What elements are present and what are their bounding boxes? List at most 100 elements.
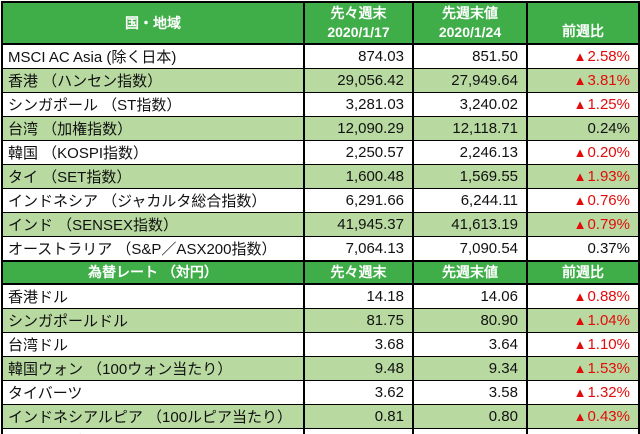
wow-change-value: ▲0.88%: [526, 283, 640, 309]
prev-week-value: 81.75: [303, 308, 414, 333]
last-week-value: 2,246.13: [412, 140, 528, 165]
prev-week-header: 先々週末 2020/1/17: [303, 1, 414, 45]
row-label: シンガポール （ST指数）: [1, 92, 305, 117]
change-percent-text: 0.88%: [587, 288, 630, 305]
last-week-value: 0.80: [412, 404, 528, 429]
down-triangle-icon: ▲: [573, 97, 587, 112]
prev-week-value: 3,281.03: [303, 92, 414, 117]
last-week-value: 6,244.11: [412, 188, 528, 213]
down-triangle-icon: ▲: [573, 49, 587, 64]
change-percent-text: 1.10%: [587, 336, 630, 353]
wow-change-value: ▲1.53%: [526, 356, 640, 381]
prev-week-value: 874.03: [303, 43, 414, 69]
last-week-value: 27,949.64: [412, 68, 528, 93]
last-week-value: 41,613.19: [412, 212, 528, 237]
row-label: 韓国 （KOSPI指数）: [1, 140, 305, 165]
wow-change-value: ▲0.20%: [526, 140, 640, 165]
row-label: 香港 （ハンセン指数）: [1, 68, 305, 93]
row-label: オーストラリア （S&P／ASX200指数）: [1, 236, 305, 262]
change-percent-text: 1.93%: [587, 168, 630, 185]
down-triangle-icon: ▲: [573, 409, 587, 424]
table-row: タイバーツ 3.62 3.58 ▲1.32%: [1, 380, 640, 405]
last-week-value: 1,569.55: [412, 164, 528, 189]
last-week-value: 14.06: [412, 283, 528, 309]
last-week-label: 先週末値: [442, 264, 498, 280]
down-triangle-icon: ▲: [573, 361, 587, 376]
wow-change-value: ▲1.10%: [526, 332, 640, 357]
section-title: 国・地域: [1, 1, 305, 45]
change-percent-text: 0.43%: [587, 408, 630, 425]
wow-change-header: 前週比: [526, 1, 640, 45]
wow-change-value: 0.24%: [526, 116, 640, 141]
prev-week-value: 3.62: [303, 380, 414, 405]
section-title: 為替レート （対円）: [1, 260, 305, 285]
last-week-value: 3.58: [412, 380, 528, 405]
table-row: インドネシアルピア （100ルピア当たり） 0.81 0.80 ▲0.43%: [1, 404, 640, 429]
last-week-value: 9.34: [412, 356, 528, 381]
change-percent-text: 0.79%: [587, 216, 630, 233]
row-label: インド （SENSEX指数）: [1, 212, 305, 237]
wow-change-label: 前週比: [562, 23, 604, 39]
wow-change-header: 前週比: [526, 260, 640, 285]
last-week-value: 3.64: [412, 332, 528, 357]
prev-week-value: 3.68: [303, 332, 414, 357]
change-percent-text: 0.76%: [587, 192, 630, 209]
down-triangle-icon: ▲: [573, 385, 587, 400]
last-week-value: 7,090.54: [412, 236, 528, 262]
change-percent-text: 0.37%: [587, 240, 630, 257]
row-label: シンガポールドル: [1, 308, 305, 333]
last-week-header: 先週末値 2020/1/24: [412, 1, 528, 45]
change-percent-text: 1.53%: [587, 360, 630, 377]
prev-week-value: 2,250.57: [303, 140, 414, 165]
down-triangle-icon: ▲: [573, 313, 587, 328]
prev-week-value: 0.81: [303, 404, 414, 429]
row-label: 台湾 （加権指数）: [1, 116, 305, 141]
last-week-value: 12,118.71: [412, 116, 528, 141]
table-row: シンガポール （ST指数） 3,281.03 3,240.02 ▲1.25%: [1, 92, 640, 117]
table-row: 台湾 （加権指数） 12,090.29 12,118.71 0.24%: [1, 116, 640, 141]
table-row: インドルピー 1.55 1.53 ▲1.14%: [1, 428, 640, 434]
table-row: 香港 （ハンセン指数） 29,056.42 27,949.64 ▲3.81%: [1, 68, 640, 93]
row-label: インドルピー: [1, 428, 305, 434]
section-header-row: 国・地域 先々週末 2020/1/17 先週末値 2020/1/24 前週比: [1, 1, 640, 45]
table-row: 韓国ウォン （100ウォン当たり） 9.48 9.34 ▲1.53%: [1, 356, 640, 381]
table-row: インド （SENSEX指数） 41,945.37 41,613.19 ▲0.79…: [1, 212, 640, 237]
down-triangle-icon: ▲: [573, 337, 587, 352]
change-percent-text: 0.24%: [587, 120, 630, 137]
last-week-value: 1.53: [412, 428, 528, 434]
prev-week-value: 1.55: [303, 428, 414, 434]
down-triangle-icon: ▲: [573, 73, 587, 88]
wow-change-value: ▲2.58%: [526, 43, 640, 69]
table-row: 香港ドル 14.18 14.06 ▲0.88%: [1, 283, 640, 309]
last-week-label: 先週末値: [442, 5, 498, 21]
table-row: シンガポールドル 81.75 80.90 ▲1.04%: [1, 308, 640, 333]
table-row: インドネシア （ジャカルタ総合指数） 6,291.66 6,244.11 ▲0.…: [1, 188, 640, 213]
wow-change-label: 前週比: [562, 264, 604, 280]
change-percent-text: 1.14%: [587, 432, 630, 434]
last-week-date: 2020/1/24: [438, 24, 502, 40]
change-percent-text: 1.04%: [587, 312, 630, 329]
table-row: MSCI AC Asia (除く日本) 874.03 851.50 ▲2.58%: [1, 43, 640, 69]
change-percent-text: 2.58%: [587, 48, 630, 65]
prev-week-value: 12,090.29: [303, 116, 414, 141]
change-percent-text: 1.32%: [587, 384, 630, 401]
last-week-value: 80.90: [412, 308, 528, 333]
last-week-value: 851.50: [412, 43, 528, 69]
prev-week-value: 6,291.66: [303, 188, 414, 213]
row-label: 香港ドル: [1, 283, 305, 309]
down-triangle-icon: ▲: [573, 217, 587, 232]
last-week-value: 3,240.02: [412, 92, 528, 117]
wow-change-value: ▲0.43%: [526, 404, 640, 429]
prev-week-value: 9.48: [303, 356, 414, 381]
prev-week-value: 14.18: [303, 283, 414, 309]
prev-week-header: 先々週末: [303, 260, 414, 285]
wow-change-value: ▲0.79%: [526, 212, 640, 237]
prev-week-value: 29,056.42: [303, 68, 414, 93]
change-percent-text: 1.25%: [587, 96, 630, 113]
wow-change-value: ▲1.32%: [526, 380, 640, 405]
table-row: オーストラリア （S&P／ASX200指数） 7,064.13 7,090.54…: [1, 236, 640, 262]
wow-change-value: ▲0.76%: [526, 188, 640, 213]
table-row: 台湾ドル 3.68 3.64 ▲1.10%: [1, 332, 640, 357]
